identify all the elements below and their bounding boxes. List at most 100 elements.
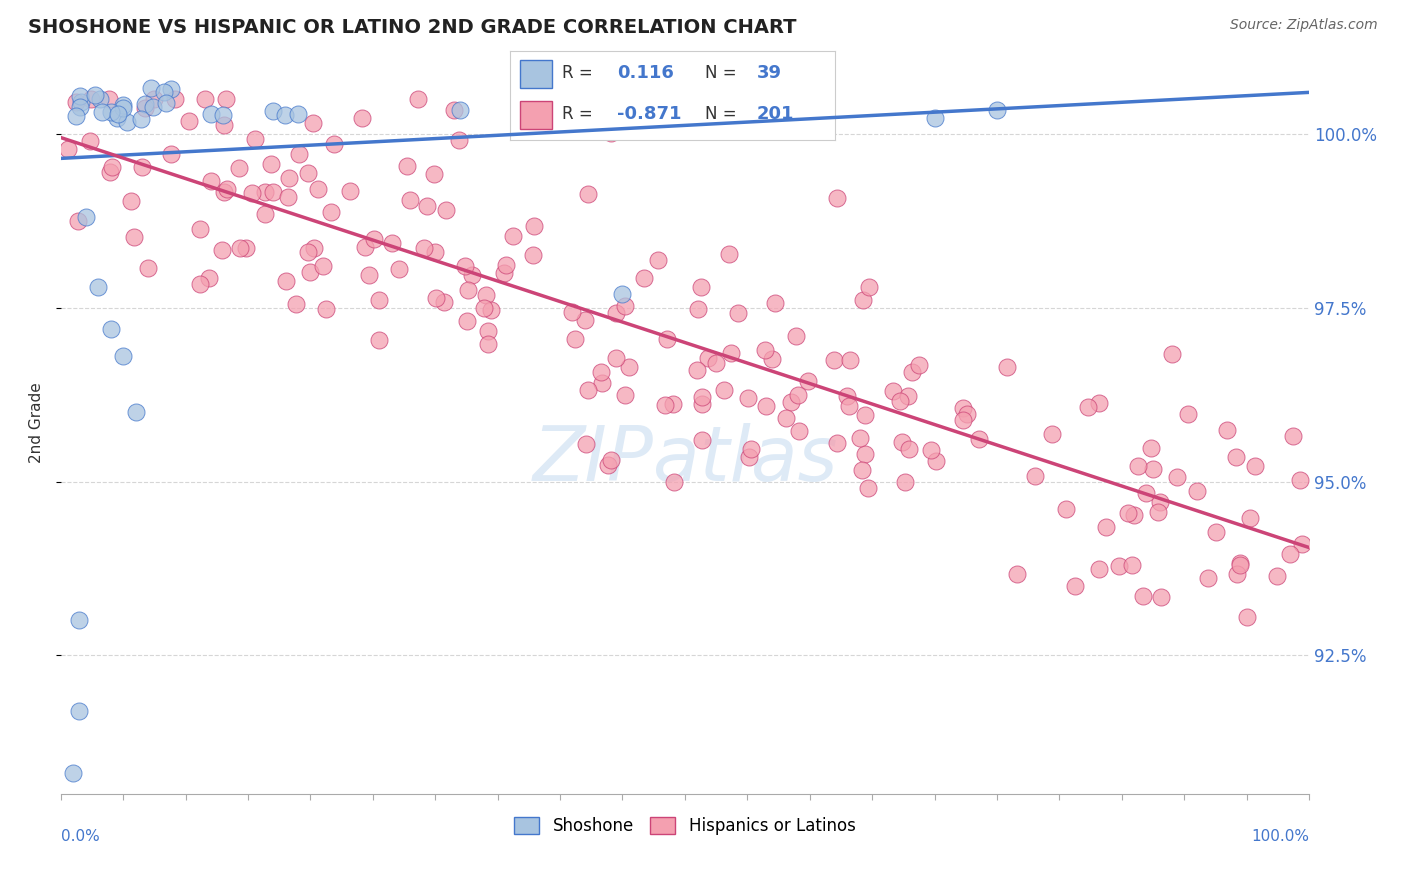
Point [274,274,297,288]
Point [986,103,1008,117]
Point [447,133,470,147]
Point [891,434,914,449]
Point [1108,559,1130,574]
Point [605,306,627,320]
Point [214,185,236,199]
Point [456,314,478,328]
Point [925,453,948,467]
Point [898,442,921,456]
Point [65,109,87,123]
Point [136,261,159,276]
Point [475,288,498,302]
Legend: Shoshone, Hispanics or Latinos: Shoshone, Hispanics or Latinos [508,810,862,842]
Point [69,614,91,628]
Point [302,241,325,255]
Point [907,359,929,373]
Point [1177,408,1199,422]
Point [100,321,122,335]
Point [755,400,778,414]
Point [1140,441,1163,455]
Point [398,193,420,207]
Point [65,95,87,109]
Point [856,481,879,495]
Point [1265,568,1288,582]
Text: ZIPatlas: ZIPatlas [533,423,838,497]
Point [763,295,786,310]
Point [655,332,678,346]
Point [952,401,974,416]
Point [686,363,709,377]
Point [889,394,911,409]
Point [494,266,516,280]
Point [851,463,873,477]
Point [107,107,129,121]
Point [787,424,810,438]
Point [129,112,152,126]
Point [297,245,319,260]
Point [315,301,337,316]
Point [901,365,924,379]
Point [396,160,419,174]
Point [956,407,979,421]
Point [837,390,859,404]
Point [200,174,222,188]
Point [967,432,990,446]
Point [775,411,797,425]
Point [495,258,517,272]
Point [215,182,238,196]
Point [574,313,596,327]
Point [461,268,484,282]
Point [434,203,457,218]
Point [134,101,156,115]
Point [720,345,742,359]
Point [425,291,447,305]
Point [75,211,97,225]
Point [779,395,801,409]
Point [882,384,904,398]
Point [298,265,321,279]
Point [472,301,495,315]
Point [952,412,974,426]
Point [1147,505,1170,519]
Point [287,107,309,121]
Point [1054,502,1077,516]
Point [253,207,276,221]
Point [1126,459,1149,474]
Point [301,116,323,130]
Point [1205,524,1227,539]
Point [323,136,346,151]
Point [69,95,91,109]
Point [1088,395,1111,409]
Point [212,118,235,132]
Point [357,268,380,283]
Point [825,191,848,205]
Point [761,351,783,366]
Point [416,199,439,213]
Point [686,301,709,316]
Point [1005,566,1028,581]
Point [697,351,720,365]
Point [98,92,121,106]
Point [605,351,627,366]
Point [287,147,309,161]
Y-axis label: 2nd Grade: 2nd Grade [30,382,44,463]
Point [89,92,111,106]
Point [188,221,211,235]
Point [612,286,634,301]
Point [502,229,524,244]
Point [212,108,235,122]
Point [112,101,135,115]
Point [737,101,759,115]
Point [1149,494,1171,508]
Point [1225,450,1247,464]
Point [591,376,613,390]
Point [115,114,138,128]
Point [662,397,685,411]
Point [614,299,637,313]
Point [211,244,233,258]
Point [62,766,84,780]
Point [690,397,713,411]
Point [754,343,776,357]
Point [160,147,183,161]
Point [425,244,447,259]
